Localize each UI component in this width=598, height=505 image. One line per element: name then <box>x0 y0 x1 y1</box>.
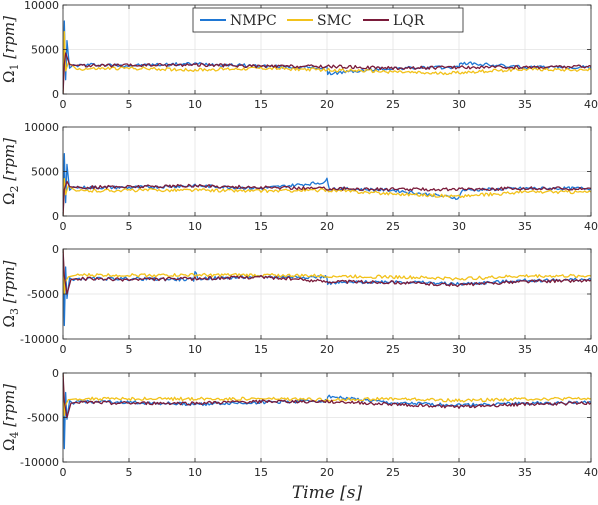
x-tick-label: 40 <box>584 220 598 233</box>
x-tick-label: 15 <box>254 343 268 356</box>
x-tick-label: 0 <box>60 220 67 233</box>
x-tick-label: 35 <box>518 466 532 479</box>
x-tick-label: 15 <box>254 98 268 111</box>
y-tick-label: -10000 <box>20 333 59 346</box>
x-tick-label: 10 <box>188 343 202 356</box>
x-tick-label: 30 <box>452 220 466 233</box>
y-tick-label: 0 <box>52 367 59 380</box>
y-axis-label-subscript: 2 <box>8 186 21 193</box>
panel-4: 0 5 10 15 20 25 30 35 40 -10000 -5000 0 Ω4 [rpm] <box>0 367 598 479</box>
x-tick-label: 30 <box>452 466 466 479</box>
y-axis-label-symbol: Ω <box>0 193 18 205</box>
y-axis-label: Ω2 [rpm] <box>0 138 21 205</box>
y-tick-label: 10000 <box>24 121 59 134</box>
y-axis-label-subscript: 4 <box>8 432 21 439</box>
series-line-smc <box>63 249 591 295</box>
x-tick-label: 40 <box>584 98 598 111</box>
series-line-lqr <box>63 373 591 419</box>
y-axis-label-symbol: Ω <box>0 71 18 83</box>
y-axis-label-symbol: Ω <box>0 315 18 327</box>
y-axis-label-unit: [rpm] <box>0 16 18 64</box>
x-tick-label: 10 <box>188 98 202 111</box>
y-axis-label-unit: [rpm] <box>0 384 18 432</box>
y-tick-label: 5000 <box>31 166 59 179</box>
y-axis-label: Ω3 [rpm] <box>0 260 21 327</box>
x-tick-label: 5 <box>126 466 133 479</box>
x-tick-label: 35 <box>518 343 532 356</box>
x-tick-label: 40 <box>584 343 598 356</box>
y-axis-label-unit: [rpm] <box>0 260 18 308</box>
panel-3: 0 5 10 15 20 25 30 35 40 -10000 -5000 0 Ω3 [rpm] <box>0 243 598 356</box>
x-tick-label: 25 <box>386 466 400 479</box>
y-axis-label-unit: [rpm] <box>0 138 18 186</box>
x-tick-label: 0 <box>60 466 67 479</box>
series-line-smc <box>63 31 591 94</box>
x-tick-label: 10 <box>188 220 202 233</box>
legend-label-nmpc: NMPC <box>230 13 277 29</box>
y-axis-label-subscript: 1 <box>8 64 21 71</box>
x-tick-label: 25 <box>386 220 400 233</box>
series-line-lqr <box>63 180 591 216</box>
y-tick-label: -10000 <box>20 456 59 469</box>
x-axis-label: Time [s] <box>292 483 363 503</box>
y-axis-label: Ω4 [rpm] <box>0 384 21 451</box>
series-line-smc <box>63 373 591 417</box>
x-tick-label: 5 <box>126 98 133 111</box>
legend-label-lqr: LQR <box>393 13 425 29</box>
x-tick-label: 40 <box>584 466 598 479</box>
y-tick-label: 5000 <box>31 44 59 57</box>
x-tick-label: 20 <box>320 98 334 111</box>
legend-label-smc: SMC <box>317 13 352 29</box>
x-tick-label: 15 <box>254 220 268 233</box>
x-tick-label: 15 <box>254 466 268 479</box>
y-tick-label: 10000 <box>24 0 59 12</box>
x-tick-label: 0 <box>60 343 67 356</box>
x-tick-label: 25 <box>386 98 400 111</box>
legend-box <box>192 7 464 33</box>
legend: NMPC SMC LQR <box>192 7 464 33</box>
y-tick-label: -5000 <box>27 288 59 301</box>
series-line-smc <box>63 177 591 216</box>
y-axis-label-subscript: 3 <box>8 308 21 315</box>
series-line-lqr <box>63 249 591 295</box>
x-tick-label: 5 <box>126 220 133 233</box>
x-tick-label: 30 <box>452 98 466 111</box>
x-tick-label: 20 <box>320 343 334 356</box>
x-tick-label: 20 <box>320 220 334 233</box>
series-line-lqr <box>63 52 591 94</box>
y-axis-label-symbol: Ω <box>0 439 18 451</box>
x-tick-label: 5 <box>126 343 133 356</box>
y-tick-label: -5000 <box>27 412 59 425</box>
x-tick-label: 20 <box>320 466 334 479</box>
y-tick-label: 0 <box>52 243 59 256</box>
y-tick-label: 0 <box>52 88 59 101</box>
x-tick-label: 35 <box>518 220 532 233</box>
x-tick-label: 30 <box>452 343 466 356</box>
x-tick-label: 10 <box>188 466 202 479</box>
y-tick-label: 0 <box>52 210 59 223</box>
x-tick-label: 0 <box>60 98 67 111</box>
y-axis-label: Ω1 [rpm] <box>0 16 21 83</box>
x-tick-label: 35 <box>518 98 532 111</box>
x-tick-label: 25 <box>386 343 400 356</box>
